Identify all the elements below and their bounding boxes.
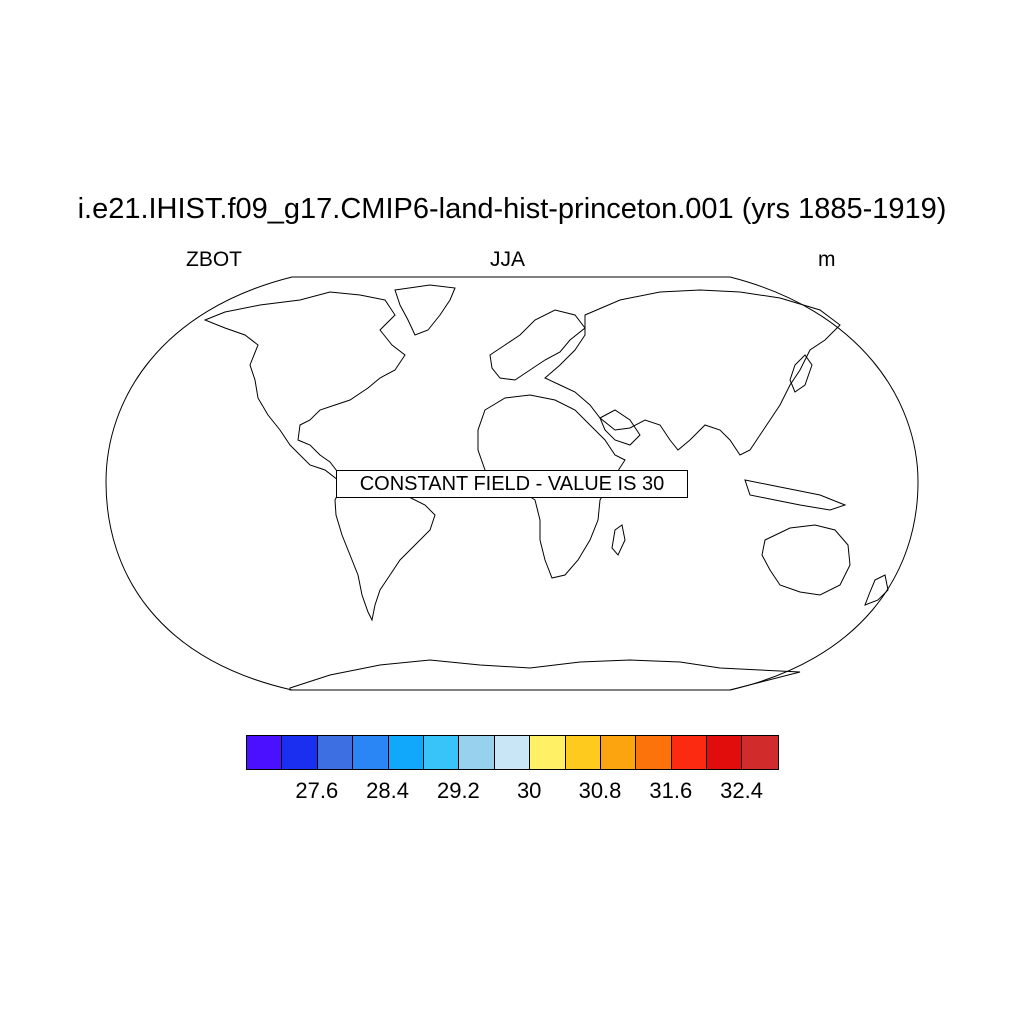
units-label: m — [818, 248, 836, 271]
colorbar-swatch — [636, 736, 672, 769]
greenland-outline — [394, 284, 456, 336]
arabia-outline — [599, 409, 641, 446]
variable-label: ZBOT — [186, 248, 242, 271]
madagascar-outline — [611, 524, 626, 556]
colorbar-tick-label: 30 — [516, 778, 542, 803]
colorbar-swatch — [600, 736, 637, 769]
coastlines — [203, 284, 889, 691]
colorbar-swatch — [388, 736, 424, 769]
colorbar-tick-label: 31.6 — [649, 778, 693, 803]
plot-title: i.e21.IHIST.f09_g17.CMIP6-land-hist-prin… — [77, 193, 947, 225]
colorbar-swatch — [282, 736, 318, 769]
asia-outline — [544, 289, 841, 456]
north-america-outline — [203, 291, 406, 483]
colorbar-swatch — [565, 736, 601, 769]
south-america-outline — [334, 484, 436, 622]
colorbar-swatch — [707, 736, 743, 769]
colorbar-tick-label: 32.4 — [720, 778, 764, 803]
colorbar-swatch — [494, 736, 531, 769]
colorbar-tick-label: 30.8 — [578, 778, 622, 803]
colorbar-swatch — [742, 736, 778, 769]
australia-outline — [761, 524, 851, 596]
colorbar-tick-label: 29.2 — [436, 778, 480, 803]
constant-field-note: CONSTANT FIELD - VALUE IS 30 — [336, 470, 688, 498]
colorbar — [246, 735, 779, 770]
colorbar-swatch — [423, 736, 460, 769]
colorbar-swatch — [247, 736, 283, 769]
colorbar-tick-label: 28.4 — [366, 778, 410, 803]
colorbar-swatch — [353, 736, 389, 769]
colorbar-swatch — [671, 736, 708, 769]
europe-outline — [489, 309, 586, 381]
antarctica-outline — [289, 659, 801, 691]
japan-outline — [789, 354, 813, 393]
new-zealand-outline — [864, 574, 889, 606]
colorbar-swatch — [530, 736, 566, 769]
indonesia-outline — [744, 479, 847, 511]
colorbar-swatch — [317, 736, 354, 769]
colorbar-tick-label: 27.6 — [295, 778, 339, 803]
season-label: JJA — [490, 248, 526, 271]
colorbar-swatch — [459, 736, 495, 769]
